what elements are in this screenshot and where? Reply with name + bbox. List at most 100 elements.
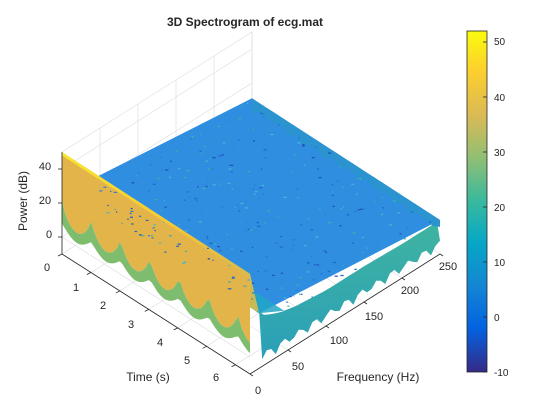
surface-texture [127,218,129,220]
surface-texture [389,224,393,226]
surface-texture [238,139,240,141]
surface-texture [253,184,256,186]
z-axis-ticks: 0 20 40 [39,161,52,241]
surface-texture [190,138,192,140]
surface-texture [175,150,178,152]
surface-texture [291,171,293,173]
surface-texture [260,112,264,115]
surface-texture [310,255,313,257]
surface-texture [251,298,253,300]
surface-texture [267,210,271,212]
surface-texture [236,204,239,206]
surface-texture [207,247,209,249]
surface-texture [153,224,157,226]
surface-texture [227,182,231,184]
surface-texture [342,186,344,188]
surface-texture [198,221,202,223]
x-tick-mark [325,325,330,329]
surface-texture [188,196,191,198]
spectrogram-surface [62,98,440,360]
surface-texture [205,185,208,187]
surface-texture [163,221,165,223]
surface-texture [382,207,384,209]
chart-title: 3D Spectrogram of ecg.mat [167,15,323,29]
surface-texture [376,241,378,244]
surface-texture [245,201,247,203]
surface-texture [265,255,268,258]
surface-texture [142,235,145,237]
y-tick-mark [231,364,236,368]
x-tick-mark [401,277,406,281]
surface-texture [295,188,299,190]
surface-texture [289,295,292,298]
x-tick-label: 150 [365,311,383,323]
surface-texture [203,146,206,148]
surface-texture [148,190,150,192]
surface-texture [302,144,305,146]
x-tick-label: 0 [255,385,261,397]
z-tick-label: 20 [39,195,51,207]
surface-texture [334,275,338,277]
surface-texture [212,184,216,186]
y-tick-mark [173,327,178,331]
surface-texture [231,188,233,190]
surface-texture [342,206,345,208]
surface-texture [183,261,187,263]
x-axis-label: Frequency (Hz) [337,370,420,384]
colorbar-tick-label: -10 [494,368,509,379]
surface-texture [221,154,224,156]
surface-texture [176,245,180,247]
surface-texture [295,289,299,291]
surface-texture [355,193,358,195]
surface-texture [164,251,167,253]
surface-texture [339,225,342,227]
surface-texture [165,169,169,171]
surface-texture [217,125,220,128]
surface-texture [129,212,132,215]
y-tick-label: 1 [73,282,79,294]
surface-texture [158,242,162,244]
surface-right-edge [252,98,440,227]
surface-texture [250,229,253,231]
surface-texture [213,243,216,245]
surface-texture [247,170,251,173]
surface-texture [363,207,366,209]
surface-texture [232,148,234,150]
surface-texture [149,164,152,166]
surface-texture [362,252,364,254]
surface-texture [229,164,234,166]
surface-texture [359,178,362,180]
surface-texture [346,214,350,216]
surface-texture [121,222,123,224]
surface-texture [304,245,307,247]
colorbar-tick-label: 30 [494,148,506,159]
surface-texture [262,116,265,118]
y-tick-mark [57,253,63,257]
surface-texture [230,171,233,173]
surface-texture [238,210,241,212]
surface-texture [243,285,247,287]
surface-texture [226,234,228,236]
surface-texture [296,284,300,286]
surface-texture [299,276,303,279]
surface-texture [247,102,249,104]
surface-texture [228,168,232,170]
surface-texture [170,160,172,162]
z-tick-label: 0 [46,229,52,241]
surface-texture [235,206,236,208]
surface-texture [311,296,313,298]
surface-texture [332,157,334,160]
surface-texture [200,212,202,214]
surface-texture [218,155,221,157]
surface-texture [257,271,259,273]
surface-texture [337,180,339,182]
surface-texture [244,207,248,209]
surface-texture [113,191,118,193]
surface-texture [399,233,402,235]
surface-texture [134,230,138,233]
surface-texture [366,247,368,249]
y-tick-label: 2 [100,300,106,312]
colorbar-tick-label: 0 [494,313,500,324]
surface-texture [207,168,211,170]
axes-lines [57,152,444,377]
